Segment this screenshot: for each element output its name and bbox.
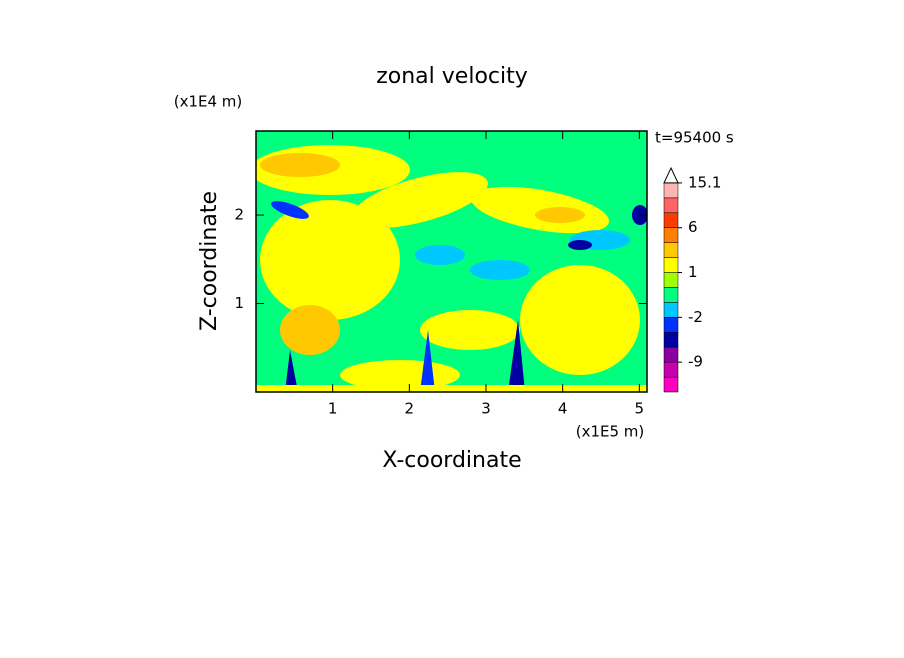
colorbar-label: 6 xyxy=(688,218,698,236)
colorbar-band xyxy=(663,376,679,393)
plot-frame xyxy=(255,130,648,393)
annotation: t=95400 s xyxy=(655,129,734,147)
x-tick-label: 3 xyxy=(481,400,491,418)
colorbar-band xyxy=(663,332,679,348)
x-unit: (x1E5 m) xyxy=(576,423,645,441)
y-unit: (x1E4 m) xyxy=(174,93,243,111)
colorbar-label: 1 xyxy=(688,263,698,281)
colorbar-band xyxy=(663,182,679,199)
y-tick-label: 1 xyxy=(234,294,244,312)
contour-field xyxy=(256,131,647,392)
colorbar-band xyxy=(663,257,679,273)
colorbar-label: -9 xyxy=(688,353,703,371)
colorbar-label: -2 xyxy=(688,308,703,326)
x-tick-label: 4 xyxy=(558,400,568,418)
x-tick-label: 2 xyxy=(405,400,415,418)
colorbar-band xyxy=(663,272,679,288)
colorbar-band xyxy=(663,302,679,318)
colorbar-band xyxy=(663,287,679,303)
chart-title: zonal velocity xyxy=(376,64,528,89)
colorbar-label: 15.1 xyxy=(688,173,721,191)
x-tick-label: 1 xyxy=(328,400,338,418)
y-tick-label: 2 xyxy=(234,206,244,224)
colorbar-band xyxy=(663,212,679,228)
colorbar-band xyxy=(663,346,679,363)
y-axis-label: Z-coordinate xyxy=(197,191,222,331)
colorbar-band xyxy=(663,361,679,378)
colorbar-band xyxy=(663,242,679,258)
colorbar-band xyxy=(663,317,679,333)
colorbar-band xyxy=(663,166,679,184)
colorbar-band xyxy=(663,197,679,214)
x-tick-label: 5 xyxy=(635,400,645,418)
colorbar-band xyxy=(663,227,679,243)
x-axis-label: X-coordinate xyxy=(382,448,521,473)
